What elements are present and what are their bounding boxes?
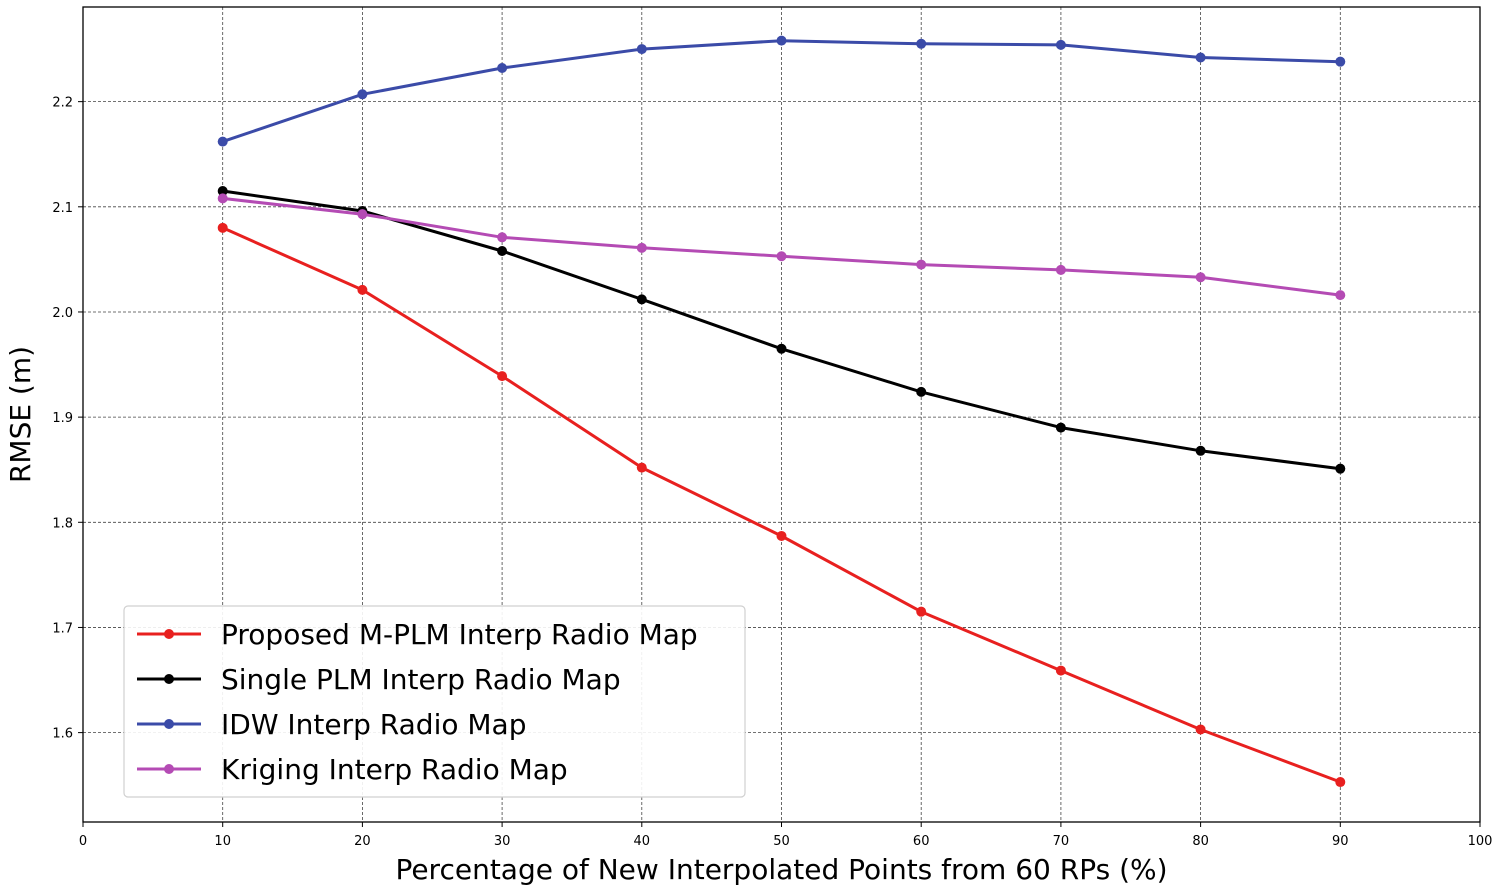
x-tick-label: 80	[1192, 834, 1209, 849]
data-point	[636, 294, 647, 305]
x-tick-label: 10	[214, 834, 231, 849]
x-tick-label: 0	[79, 834, 87, 849]
series-layer	[217, 35, 1346, 788]
y-tick-label: 2.2	[52, 96, 73, 111]
legend-marker	[164, 674, 174, 684]
legend-marker	[164, 764, 174, 774]
legend-label: IDW Interp Radio Map	[221, 708, 526, 741]
data-point	[1195, 724, 1206, 735]
legend-marker	[164, 719, 174, 729]
data-point	[357, 284, 368, 295]
data-point	[776, 343, 787, 354]
data-point	[916, 259, 927, 270]
legend: Proposed M-PLM Interp Radio Map Single PL…	[123, 605, 746, 798]
data-point	[497, 232, 508, 243]
data-point	[776, 530, 787, 541]
y-tick-label: 1.7	[52, 621, 73, 636]
legend-label: Kriging Interp Radio Map	[221, 753, 568, 786]
series-1	[217, 222, 1346, 788]
data-point	[776, 251, 787, 262]
data-point	[217, 186, 228, 197]
data-point	[636, 242, 647, 253]
data-point	[636, 44, 647, 55]
data-point	[1195, 445, 1206, 456]
data-point	[1055, 665, 1066, 676]
x-tick-label: 60	[913, 834, 930, 849]
data-point	[1335, 777, 1346, 788]
data-point	[217, 222, 228, 233]
data-point	[1335, 463, 1346, 474]
data-point	[217, 193, 228, 204]
data-point	[217, 136, 228, 147]
x-tick-label: 100	[1468, 834, 1493, 849]
series-4	[217, 193, 1346, 301]
data-point	[916, 38, 927, 49]
x-tick-label: 70	[1053, 834, 1070, 849]
legend-label: Proposed M-PLM Interp Radio Map	[221, 618, 698, 651]
data-point	[357, 209, 368, 220]
data-point	[1055, 39, 1066, 50]
x-tick-label: 50	[773, 834, 790, 849]
data-point	[1195, 272, 1206, 283]
x-tick-label: 90	[1332, 834, 1349, 849]
ticks: 0 10 20 30 40 50 60 70 80 90 100 1.6 1.7 1.8 1.9 2.0 2.1…	[52, 96, 1492, 849]
x-tick-label: 20	[354, 834, 371, 849]
data-point	[636, 462, 647, 473]
legend-marker	[164, 629, 174, 639]
y-tick-label: 2.1	[52, 201, 73, 216]
y-tick-label: 1.6	[52, 727, 73, 742]
data-point	[497, 245, 508, 256]
data-point	[1055, 264, 1066, 275]
x-tick-label: 40	[634, 834, 651, 849]
x-axis-title: Percentage of New Interpolated Points fr…	[395, 853, 1167, 886]
y-tick-label: 1.8	[52, 516, 73, 531]
x-tick-label: 30	[494, 834, 511, 849]
data-point	[497, 62, 508, 73]
series-3	[217, 35, 1346, 147]
data-point	[776, 35, 787, 46]
y-axis-title: RMSE (m)	[4, 346, 37, 483]
data-point	[916, 386, 927, 397]
data-point	[357, 89, 368, 100]
legend-box	[123, 605, 746, 798]
y-tick-label: 1.9	[52, 411, 73, 426]
y-tick-label: 2.0	[52, 306, 73, 321]
series-2	[217, 186, 1346, 474]
data-point	[497, 371, 508, 382]
data-point	[916, 606, 927, 617]
data-point	[1335, 290, 1346, 301]
data-point	[1335, 56, 1346, 67]
data-point	[1195, 52, 1206, 63]
legend-label: Single PLM Interp Radio Map	[221, 663, 621, 696]
data-point	[1055, 422, 1066, 433]
